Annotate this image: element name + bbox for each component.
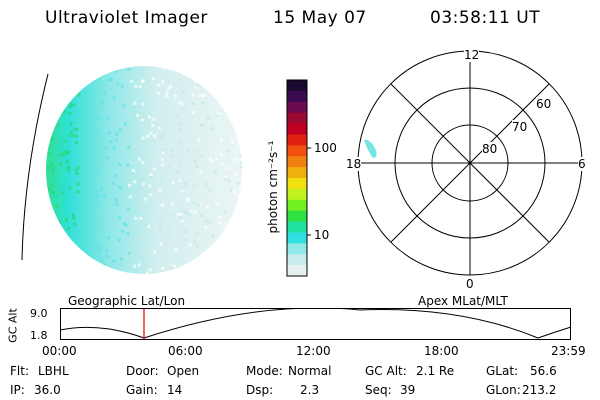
flt-label: Flt: (10, 364, 29, 378)
mlt-label-6: 6 (578, 157, 586, 171)
colorbar-segment (287, 90, 307, 103)
polar-mlt-plot (357, 50, 583, 276)
colorbar (286, 79, 311, 277)
seq-label: Seq: (365, 383, 392, 397)
glon-value: 213.2 (522, 383, 557, 397)
y-tick-1-8: 1.8 (30, 329, 48, 342)
ip-label: IP: (10, 383, 25, 397)
colorbar-segment (287, 232, 307, 244)
mode-label: Mode: (246, 364, 283, 378)
geographic-image-panel (21, 66, 242, 274)
time-readout: 03:58:11 UT (430, 8, 541, 28)
colorbar-segment (287, 112, 307, 125)
mlat-label-80: 80 (482, 142, 498, 156)
colorbar-segment (287, 123, 307, 135)
orbit-altitude-plot (60, 308, 572, 340)
y-tick-9: 9.0 (30, 307, 48, 320)
colorbar-segment (287, 134, 307, 146)
geographic-title: Geographic Lat/Lon (68, 294, 186, 308)
colorbar-segment (287, 80, 307, 92)
colorbar-tick-100: 100 (314, 141, 337, 155)
mode-value: Normal (288, 364, 332, 378)
colorbar-segment (287, 188, 307, 201)
dsp-label: Dsp: (246, 383, 274, 397)
colorbar-segment (287, 210, 307, 223)
date-readout: 15 May 07 (273, 8, 367, 28)
glat-value: 56.6 (530, 364, 557, 378)
gcalt-label: GC Alt: (365, 364, 407, 378)
gain-label: Gain: (126, 383, 158, 397)
altitude-curve (60, 308, 572, 339)
colorbar-segment (287, 178, 307, 190)
colorbar-segment (287, 265, 307, 277)
auroral-patch (364, 139, 377, 158)
seq-value: 39 (400, 383, 416, 397)
uv-emission-disk (46, 66, 242, 274)
x-tick-2359: 23:59 (551, 344, 586, 358)
instrument-title: Ultraviolet Imager (45, 8, 208, 28)
dsp-value: 2.3 (300, 383, 320, 397)
colorbar-segment (287, 156, 307, 168)
gcalt-value: 2.1 Re (416, 364, 455, 378)
door-label: Door: (126, 364, 159, 378)
colorbar-segment (287, 243, 307, 255)
x-tick-0600: 06:00 (168, 344, 203, 358)
door-value: Open (167, 364, 200, 378)
colorbar-segment (287, 101, 307, 114)
colorbar-segment (287, 199, 307, 212)
mlt-label-18: 18 (346, 157, 362, 171)
ip-value: 36.0 (34, 383, 61, 397)
x-tick-1800: 18:00 (424, 344, 459, 358)
mlat-label-60: 60 (536, 97, 552, 111)
gc-alt-axis-label: GC Alt (6, 308, 20, 343)
colorbar-tick-10: 10 (314, 228, 330, 242)
colorbar-segment (287, 145, 307, 157)
mlt-label-12: 12 (464, 48, 480, 62)
apex-title: Apex MLat/MLT (418, 294, 508, 308)
colorbar-segment (287, 167, 307, 179)
glon-label: GLon: (486, 383, 521, 397)
mlt-label-0: 0 (466, 277, 474, 291)
colorbar-segment (287, 254, 307, 266)
x-tick-1200: 12:00 (296, 344, 331, 358)
gain-value: 14 (167, 383, 183, 397)
glat-label: GLat: (486, 364, 519, 378)
mlat-label-70: 70 (512, 120, 528, 134)
colorbar-segment (287, 221, 307, 233)
colorbar-label: photon cm⁻²s⁻¹ (266, 140, 280, 234)
flt-value: LBHL (38, 364, 69, 378)
x-tick-0000: 00:00 (42, 344, 77, 358)
terminator-line (21, 73, 49, 261)
